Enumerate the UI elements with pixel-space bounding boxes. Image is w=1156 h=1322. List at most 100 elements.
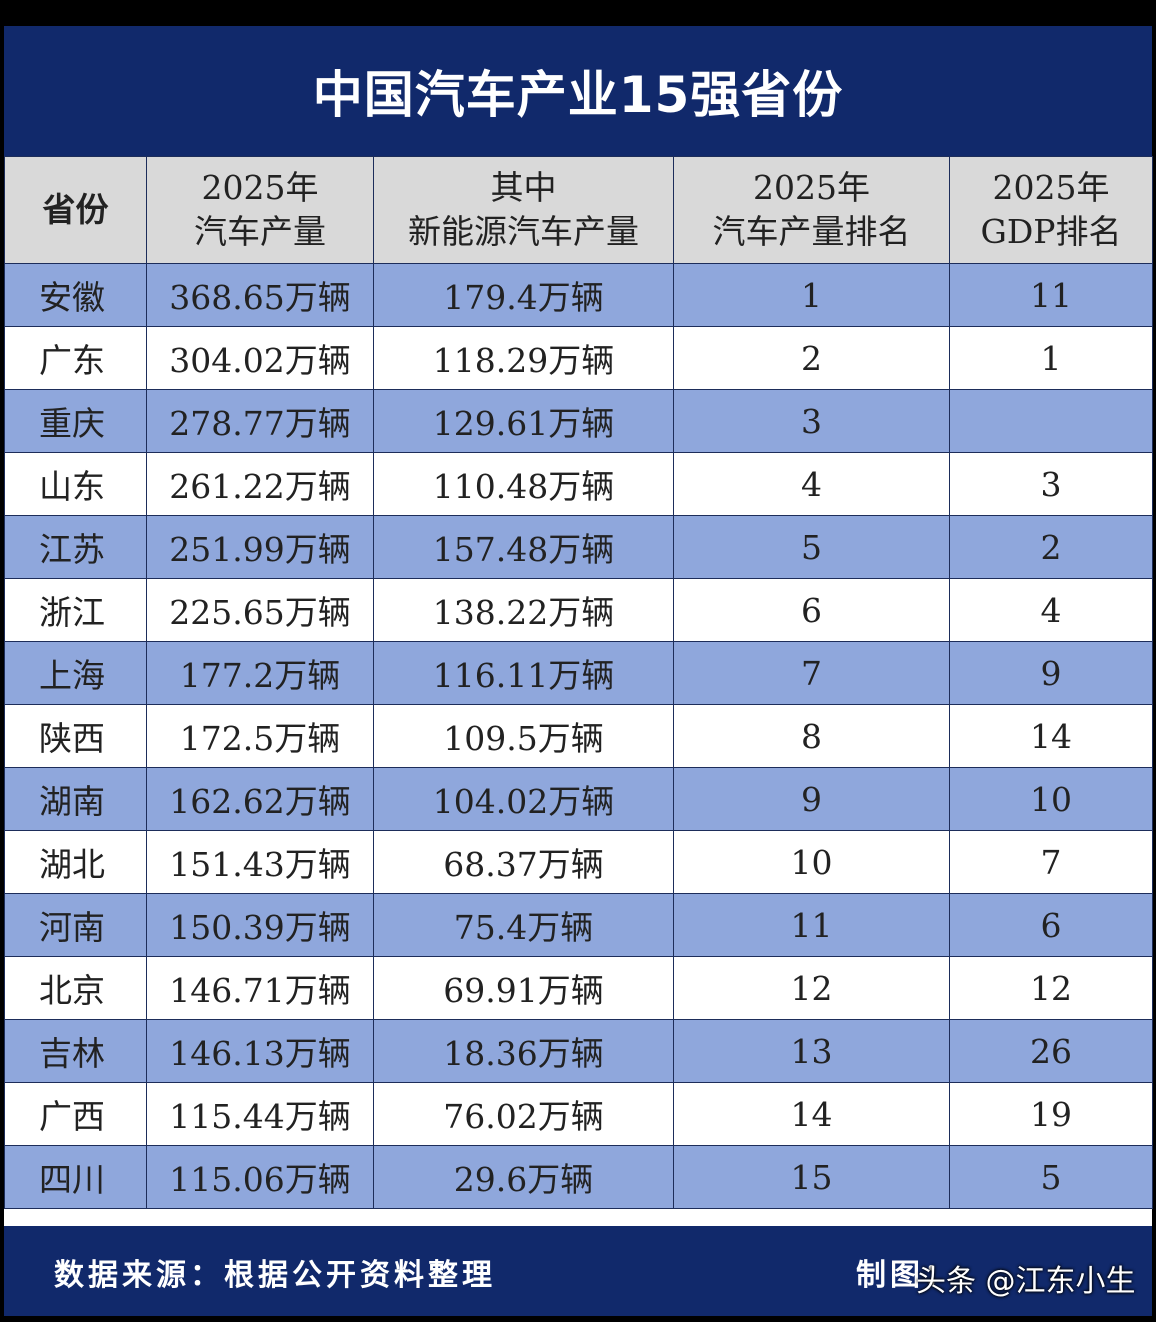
table-row: 上海 177.2万辆 116.11万辆 7 9 [4,641,1153,705]
table-row: 四川 115.06万辆 29.6万辆 15 5 [4,1145,1153,1209]
nev-production-cell: 129.61万辆 [373,389,674,453]
table-row: 广西 115.44万辆 76.02万辆 14 19 [4,1082,1153,1146]
production-cell: 146.13万辆 [146,1019,374,1083]
header-province: 省份 [4,156,147,264]
table-row: 河南 150.39万辆 75.4万辆 11 6 [4,893,1153,957]
production-rank-cell: 5 [673,515,950,579]
gdp-rank-cell: 14 [949,704,1153,768]
data-source-note: 数据来源：根据公开资料整理 [54,1258,496,1293]
production-rank-cell: 12 [673,956,950,1020]
table-row: 广东 304.02万辆 118.29万辆 2 1 [4,326,1153,390]
production-cell: 177.2万辆 [146,641,374,705]
gdp-rank-cell: 5 [949,1145,1153,1209]
nev-production-cell: 68.37万辆 [373,830,674,894]
table-row: 浙江 225.65万辆 138.22万辆 6 4 [4,578,1153,642]
province-cell: 河南 [4,893,147,957]
production-cell: 225.65万辆 [146,578,374,642]
table-row: 湖南 162.62万辆 104.02万辆 9 10 [4,767,1153,831]
province-cell: 湖南 [4,767,147,831]
gdp-rank-cell: 26 [949,1019,1153,1083]
production-cell: 115.06万辆 [146,1145,374,1209]
nev-production-cell: 138.22万辆 [373,578,674,642]
table-header-row: 省份 2025年 汽车产量 其中 新能源汽车产量 2025年 汽车产量排名 2025年… [4,156,1153,264]
province-ranking-table: 省份 2025年 汽车产量 其中 新能源汽车产量 2025年 汽车产量排名 2025年… [4,156,1153,1209]
production-rank-cell: 7 [673,641,950,705]
province-cell: 山东 [4,452,147,516]
table-row: 北京 146.71万辆 69.91万辆 12 12 [4,956,1153,1020]
production-rank-cell: 9 [673,767,950,831]
production-rank-cell: 8 [673,704,950,768]
province-cell: 湖北 [4,830,147,894]
gdp-rank-cell: 12 [949,956,1153,1020]
gdp-rank-cell: 4 [949,578,1153,642]
header-nev-production: 其中 新能源汽车产量 [373,156,674,264]
nev-production-cell: 69.91万辆 [373,956,674,1020]
gdp-rank-cell: 3 [949,452,1153,516]
province-cell: 四川 [4,1145,147,1209]
gdp-rank-cell: 1 [949,326,1153,390]
nev-production-cell: 179.4万辆 [373,263,674,327]
production-rank-cell: 4 [673,452,950,516]
province-cell: 安徽 [4,263,147,327]
province-cell: 重庆 [4,389,147,453]
nev-production-cell: 118.29万辆 [373,326,674,390]
nev-production-cell: 104.02万辆 [373,767,674,831]
gdp-rank-cell: 6 [949,893,1153,957]
production-cell: 172.5万辆 [146,704,374,768]
header-production: 2025年 汽车产量 [146,156,374,264]
gdp-rank-cell [949,389,1153,453]
table-row: 重庆 278.77万辆 129.61万辆 3 [4,389,1153,453]
province-cell: 陕西 [4,704,147,768]
production-rank-cell: 10 [673,830,950,894]
nev-production-cell: 29.6万辆 [373,1145,674,1209]
gdp-rank-cell: 19 [949,1082,1153,1146]
production-rank-cell: 14 [673,1082,950,1146]
nev-production-cell: 157.48万辆 [373,515,674,579]
production-cell: 150.39万辆 [146,893,374,957]
gdp-rank-cell: 2 [949,515,1153,579]
province-cell: 上海 [4,641,147,705]
table-row: 湖北 151.43万辆 68.37万辆 10 7 [4,830,1153,894]
production-rank-cell: 6 [673,578,950,642]
production-rank-cell: 15 [673,1145,950,1209]
chart-maker-label: 制图： [856,1258,958,1293]
production-rank-cell: 11 [673,893,950,957]
table-row: 陕西 172.5万辆 109.5万辆 8 14 [4,704,1153,768]
production-cell: 162.62万辆 [146,767,374,831]
nev-production-cell: 75.4万辆 [373,893,674,957]
production-rank-cell: 3 [673,389,950,453]
nev-production-cell: 110.48万辆 [373,452,674,516]
title-banner: 中国汽车产业15强省份 [4,26,1152,156]
gdp-rank-cell: 7 [949,830,1153,894]
production-rank-cell: 13 [673,1019,950,1083]
province-cell: 浙江 [4,578,147,642]
gdp-rank-cell: 9 [949,641,1153,705]
province-cell: 广西 [4,1082,147,1146]
production-cell: 151.43万辆 [146,830,374,894]
production-cell: 368.65万辆 [146,263,374,327]
gdp-rank-cell: 10 [949,767,1153,831]
province-cell: 广东 [4,326,147,390]
table-row: 吉林 146.13万辆 18.36万辆 13 26 [4,1019,1153,1083]
production-cell: 304.02万辆 [146,326,374,390]
production-cell: 278.77万辆 [146,389,374,453]
production-cell: 115.44万辆 [146,1082,374,1146]
table-row: 安徽 368.65万辆 179.4万辆 1 11 [4,263,1153,327]
production-cell: 261.22万辆 [146,452,374,516]
nev-production-cell: 76.02万辆 [373,1082,674,1146]
nev-production-cell: 18.36万辆 [373,1019,674,1083]
footer-banner: 数据来源：根据公开资料整理 制图： 头条 @江东小生 [4,1226,1152,1316]
header-gdp-rank: 2025年 GDP排名 [949,156,1153,264]
infographic: 中国汽车产业15强省份 省份 2025年 汽车产量 其中 新能源汽车产量 2025年… [4,26,1153,1316]
page-title: 中国汽车产业15强省份 [312,66,844,124]
watermark: 头条 @江东小生 [916,1264,1136,1299]
nev-production-cell: 109.5万辆 [373,704,674,768]
nev-production-cell: 116.11万辆 [373,641,674,705]
production-cell: 146.71万辆 [146,956,374,1020]
province-cell: 吉林 [4,1019,147,1083]
table-row: 江苏 251.99万辆 157.48万辆 5 2 [4,515,1153,579]
province-cell: 江苏 [4,515,147,579]
province-cell: 北京 [4,956,147,1020]
header-production-rank: 2025年 汽车产量排名 [673,156,950,264]
